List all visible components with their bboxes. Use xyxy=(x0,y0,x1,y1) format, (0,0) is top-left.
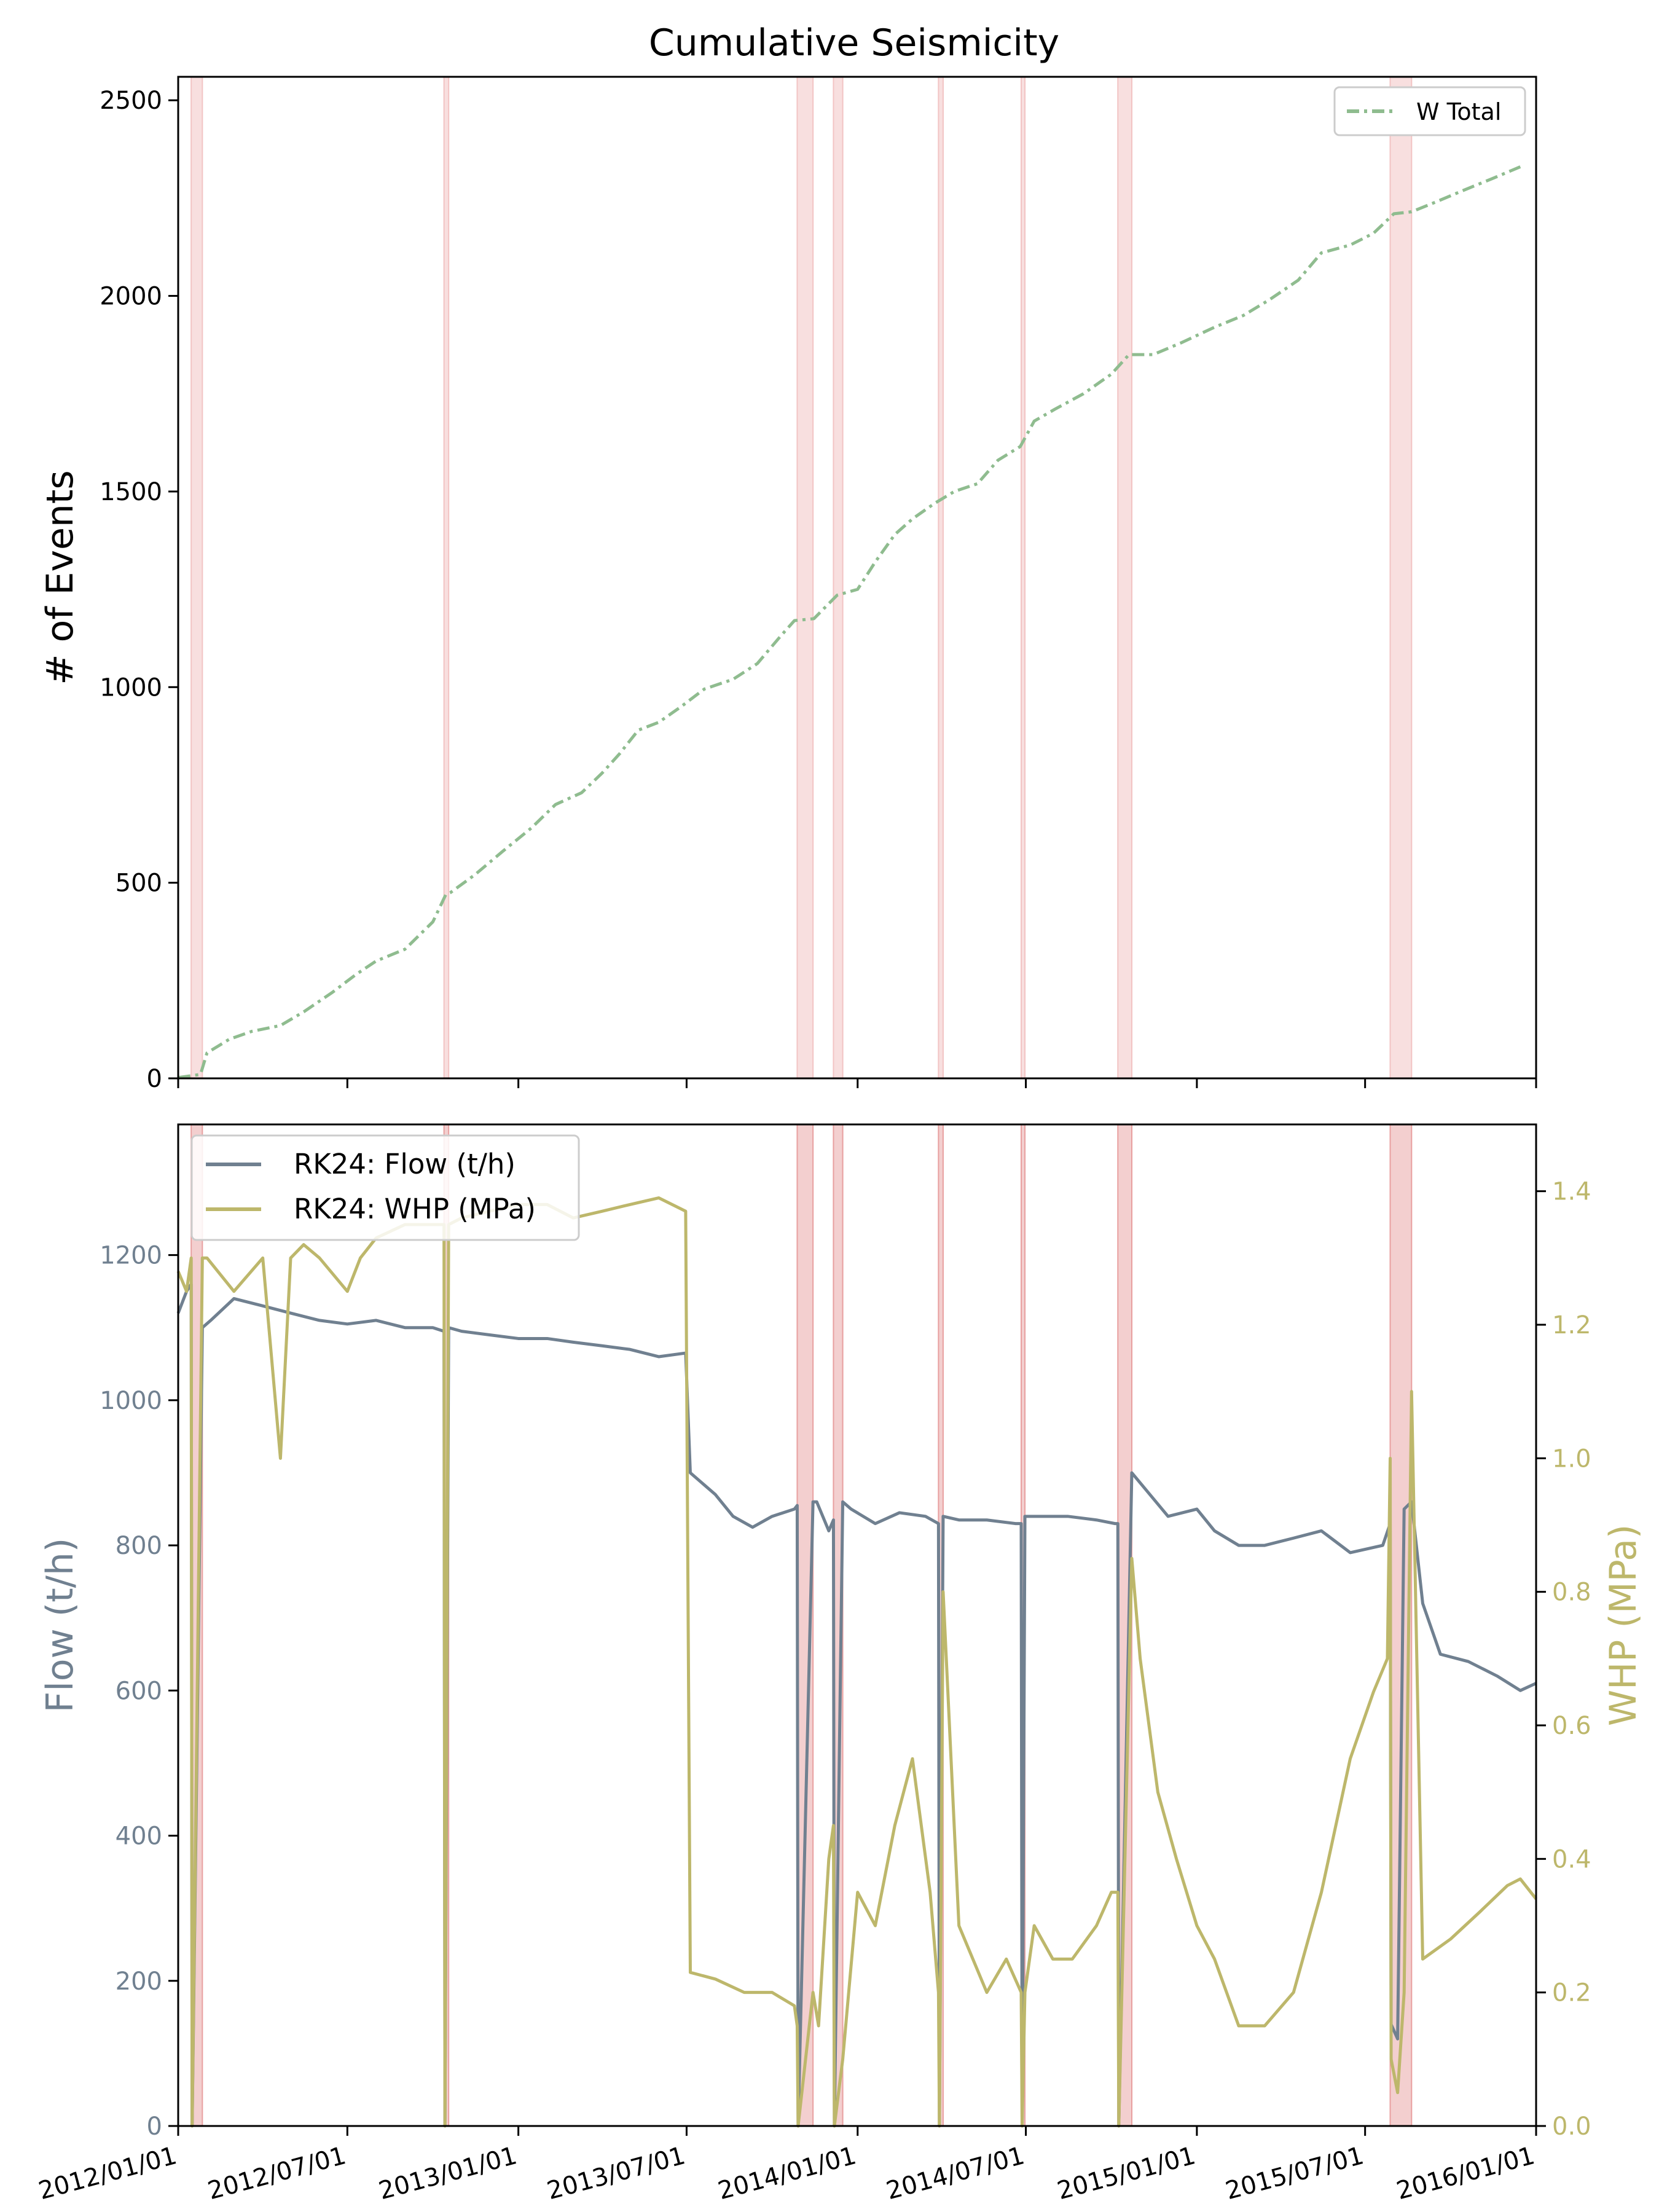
shaded-period-1 xyxy=(443,76,450,1079)
bottom-right-y-axis-ticks: 0.0 0.2 0.4 0.6 0.8 1.0 1.2 1.4 xyxy=(1536,1178,1591,2141)
shaded-period-4 xyxy=(938,76,944,1079)
shaded-period-2 xyxy=(796,76,814,1079)
figure-title: Cumulative Seismicity xyxy=(649,22,1059,65)
y-tick-label: 800 xyxy=(116,1532,162,1560)
y-tick-label: 600 xyxy=(116,1677,162,1705)
y2-tick-label: 0.0 xyxy=(1552,2112,1591,2141)
y2-tick-label: 1.2 xyxy=(1552,1311,1591,1339)
y2-tick-label: 0.4 xyxy=(1552,1845,1591,1873)
y-tick-label: 400 xyxy=(116,1822,162,1851)
shaded-period-3 xyxy=(833,76,844,1079)
bottom-legend-frame xyxy=(190,1134,580,1241)
top-y-axis-ticks: 0 500 1000 1500 2000 2500 xyxy=(100,87,178,1093)
bottom-legend-label-flow: RK24: Flow (t/h) xyxy=(294,1148,516,1180)
bottom-y-axis-label-whp: WHP (MPa) xyxy=(1602,1524,1645,1727)
bottom-legend: RK24: Flow (t/h) RK24: WHP (MPa) xyxy=(190,1134,580,1241)
top-x-axis-ticks xyxy=(177,1078,1537,1088)
y-tick-label: 1000 xyxy=(100,1387,162,1415)
y2-tick-label: 1.4 xyxy=(1552,1178,1591,1206)
top-legend: W Total xyxy=(1333,86,1526,136)
y-tick-label: 500 xyxy=(116,869,162,898)
shaded-period-5 xyxy=(1020,76,1026,1079)
y2-tick-label: 1.0 xyxy=(1552,1445,1591,1473)
shaded-period-0 xyxy=(190,76,203,1079)
y2-tick-label: 0.2 xyxy=(1552,1979,1591,2007)
y-tick-label: 0 xyxy=(147,1065,162,1093)
y-tick-label: 1200 xyxy=(100,1242,162,1270)
bottom-legend-label-whp: RK24: WHP (MPa) xyxy=(294,1193,536,1225)
top-legend-label: W Total xyxy=(1416,98,1501,125)
y-tick-label: 2500 xyxy=(100,87,162,115)
shaded-period-7 xyxy=(1389,76,1413,1079)
shaded-periods-top xyxy=(190,76,1413,1079)
shaded-period-6 xyxy=(1117,76,1132,1079)
y-tick-label: 1500 xyxy=(100,478,162,506)
y2-tick-label: 0.8 xyxy=(1552,1579,1591,1607)
y-tick-label: 200 xyxy=(116,1967,162,1996)
bottom-left-y-axis-ticks: 0 200 400 600 800 1000 1200 xyxy=(100,1242,178,2141)
y-tick-label: 1000 xyxy=(100,673,162,702)
top-legend-frame xyxy=(1333,86,1526,136)
cumulative-series xyxy=(178,165,1521,1080)
y2-tick-label: 0.6 xyxy=(1552,1712,1591,1740)
y-tick-label: 0 xyxy=(147,2112,162,2141)
series-line xyxy=(178,165,1521,1080)
bottom-y-axis-label-flow: Flow (t/h) xyxy=(39,1538,82,1713)
y-tick-label: 2000 xyxy=(100,283,162,311)
cumulative-seismicity-panel: 0 500 1000 1500 2000 2500 # of Events W Total xyxy=(39,76,1537,1093)
top-y-axis-label: # of Events xyxy=(39,470,82,684)
